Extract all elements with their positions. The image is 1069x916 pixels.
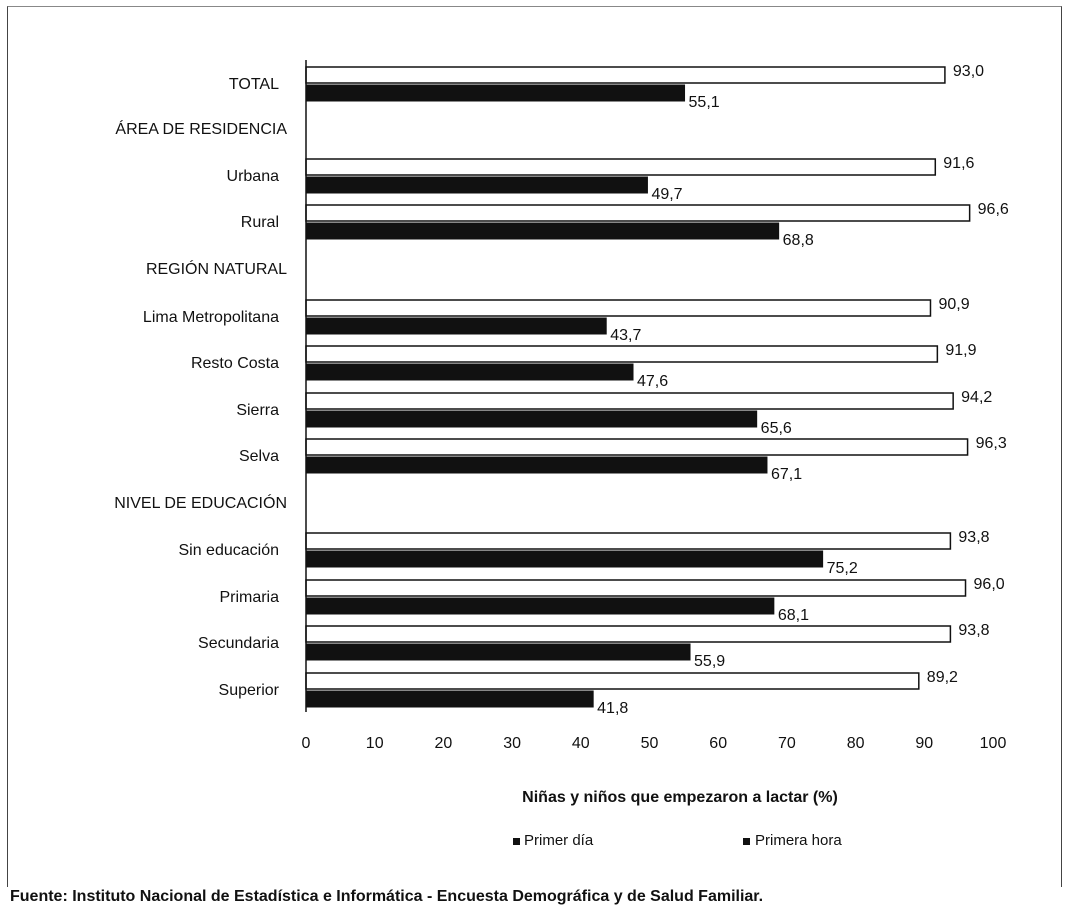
bar-primer-dia <box>305 625 952 643</box>
data-label-primer-dia: 91,6 <box>943 155 974 172</box>
category-label: Rural <box>241 214 279 231</box>
data-label-primer-dia: 93,8 <box>958 529 989 546</box>
bar-primera-hora <box>305 410 758 428</box>
bar-primera-hora <box>305 690 594 708</box>
data-label-primera-hora: 43,7 <box>610 327 641 344</box>
bar-primera-hora <box>305 597 775 615</box>
category-label: TOTAL <box>229 76 279 93</box>
group-header-label: ÁREA DE RESIDENCIA <box>115 119 287 138</box>
x-tick-label: 10 <box>366 735 384 752</box>
bar-chart: TOTAL 93,0 55,1 ÁREA DE RESIDENCIA Urbana 91,… <box>114 60 1009 849</box>
category-label: Secundaria <box>198 635 279 652</box>
bar-primer-dia <box>305 672 920 690</box>
data-label-primera-hora: 68,8 <box>783 232 814 249</box>
category-label: Lima Metropolitana <box>143 309 279 326</box>
bar-primer-dia <box>305 438 969 456</box>
bar-primer-dia <box>305 579 967 597</box>
data-label-primer-dia: 89,2 <box>927 669 958 686</box>
category-label: Resto Costa <box>191 355 279 372</box>
bar-primer-dia <box>305 392 954 410</box>
x-tick-label: 100 <box>980 735 1007 752</box>
legend-swatch-primera-hora <box>743 838 750 845</box>
group-header-label: REGIÓN NATURAL <box>146 259 287 278</box>
data-label-primer-dia: 96,6 <box>978 201 1009 218</box>
source-note: Fuente: Instituto Nacional de Estadístic… <box>10 888 764 905</box>
x-tick-label: 30 <box>503 735 521 752</box>
category-label: Urbana <box>227 168 280 185</box>
bar-primer-dia <box>305 345 939 363</box>
data-label-primera-hora: 65,6 <box>761 420 792 437</box>
legend-label-primer-dia: Primer día <box>524 832 594 849</box>
data-label-primera-hora: 67,1 <box>771 466 802 483</box>
category-label: Sin educación <box>178 542 279 559</box>
data-label-primera-hora: 55,9 <box>694 653 725 670</box>
x-tick-label: 20 <box>435 735 453 752</box>
x-tick-label: 60 <box>709 735 727 752</box>
bar-primera-hora <box>305 456 768 474</box>
x-tick-label: 0 <box>302 735 311 752</box>
category-label: Selva <box>239 448 279 465</box>
bar-primera-hora <box>305 84 686 102</box>
data-label-primera-hora: 55,1 <box>689 94 720 111</box>
bar-primer-dia <box>305 66 946 84</box>
x-tick-label: 40 <box>572 735 590 752</box>
bar-primera-hora <box>305 222 780 240</box>
data-label-primer-dia: 96,3 <box>976 435 1007 452</box>
x-tick-label: 90 <box>915 735 933 752</box>
data-label-primera-hora: 41,8 <box>597 700 628 717</box>
category-label: Sierra <box>236 402 279 419</box>
data-label-primera-hora: 49,7 <box>651 186 682 203</box>
category-label: Primaria <box>219 589 279 606</box>
bar-primera-hora <box>305 317 607 335</box>
bar-primer-dia <box>305 204 971 222</box>
bar-primera-hora <box>305 176 648 194</box>
bar-primera-hora <box>305 643 691 661</box>
bar-primer-dia <box>305 299 932 317</box>
data-label-primer-dia: 91,9 <box>945 342 976 359</box>
data-label-primer-dia: 93,0 <box>953 63 984 80</box>
x-tick-label: 70 <box>778 735 796 752</box>
data-label-primera-hora: 47,6 <box>637 373 668 390</box>
x-tick-label: 80 <box>847 735 865 752</box>
x-tick-label: 50 <box>641 735 659 752</box>
data-label-primer-dia: 96,0 <box>974 576 1005 593</box>
data-label-primera-hora: 68,1 <box>778 607 809 624</box>
data-label-primer-dia: 93,8 <box>958 622 989 639</box>
legend-label-primera-hora: Primera hora <box>755 832 842 849</box>
bar-primer-dia <box>305 532 952 550</box>
bar-primera-hora <box>305 363 634 381</box>
chart-frame <box>7 6 1062 887</box>
data-label-primer-dia: 94,2 <box>961 389 992 406</box>
category-label: Superior <box>219 682 280 699</box>
bar-primera-hora <box>305 550 824 568</box>
x-axis-title: Niñas y niños que empezaron a lactar (%) <box>522 789 838 806</box>
data-label-primera-hora: 75,2 <box>827 560 858 577</box>
group-header-label: NIVEL DE EDUCACIÓN <box>114 493 287 512</box>
bar-primer-dia <box>305 158 937 176</box>
data-label-primer-dia: 90,9 <box>938 296 969 313</box>
legend-swatch-primer-dia <box>513 838 520 845</box>
